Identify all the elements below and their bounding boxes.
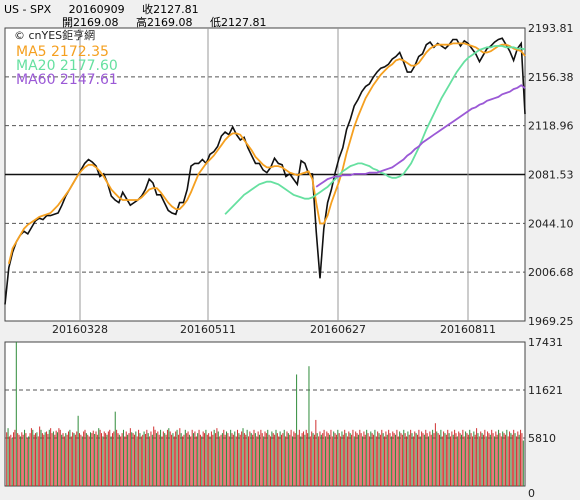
low-label: 低2127.81 bbox=[210, 16, 267, 29]
price-y-tick-label: 2156.38 bbox=[528, 71, 574, 84]
legend-entry: MA60 2147.61 bbox=[16, 72, 118, 88]
volume-y-tick-label: 11621 bbox=[528, 384, 563, 397]
volume-y-tick-label: 5810 bbox=[528, 432, 556, 445]
legend-entry: MA5 2172.35 bbox=[16, 44, 109, 60]
series-line-ma5 bbox=[7, 42, 526, 265]
volume-y-tick-label: 0 bbox=[528, 487, 535, 500]
quote-header-row2: 開2169.08 高2169.08 低2127.81 bbox=[62, 14, 281, 30]
price-y-tick-label: 2006.68 bbox=[528, 266, 574, 279]
price-x-tick-label: 20160627 bbox=[310, 323, 366, 336]
legend-entry: MA20 2177.60 bbox=[16, 58, 118, 74]
volume-y-tick-label: 17431 bbox=[528, 336, 563, 349]
price-x-tick-label: 20160811 bbox=[440, 323, 496, 336]
open-label: 開2169.08 bbox=[62, 16, 119, 29]
brand-label: © cnYES鉅亨網 bbox=[14, 28, 95, 42]
price-y-tick-label: 2044.10 bbox=[528, 217, 574, 230]
price-x-tick-label: 20160328 bbox=[52, 323, 108, 336]
close-label: 收2127.81 bbox=[142, 3, 199, 16]
quote-header-row1: US - SPX 20160909 收2127.81 bbox=[4, 1, 213, 17]
price-y-tick-label: 2193.81 bbox=[528, 22, 574, 35]
price-x-tick-label: 20160511 bbox=[180, 323, 236, 336]
price-y-tick-label: 2118.96 bbox=[528, 120, 574, 133]
series-line-ma60 bbox=[315, 84, 526, 188]
date-label: 20160909 bbox=[68, 3, 125, 16]
series-line-ma20 bbox=[224, 45, 526, 215]
symbol-label: US - SPX bbox=[4, 3, 52, 16]
price-y-tick-label: 1969.25 bbox=[528, 315, 574, 328]
price-y-tick-label: 2081.53 bbox=[528, 169, 574, 182]
high-label: 高2169.08 bbox=[136, 16, 193, 29]
